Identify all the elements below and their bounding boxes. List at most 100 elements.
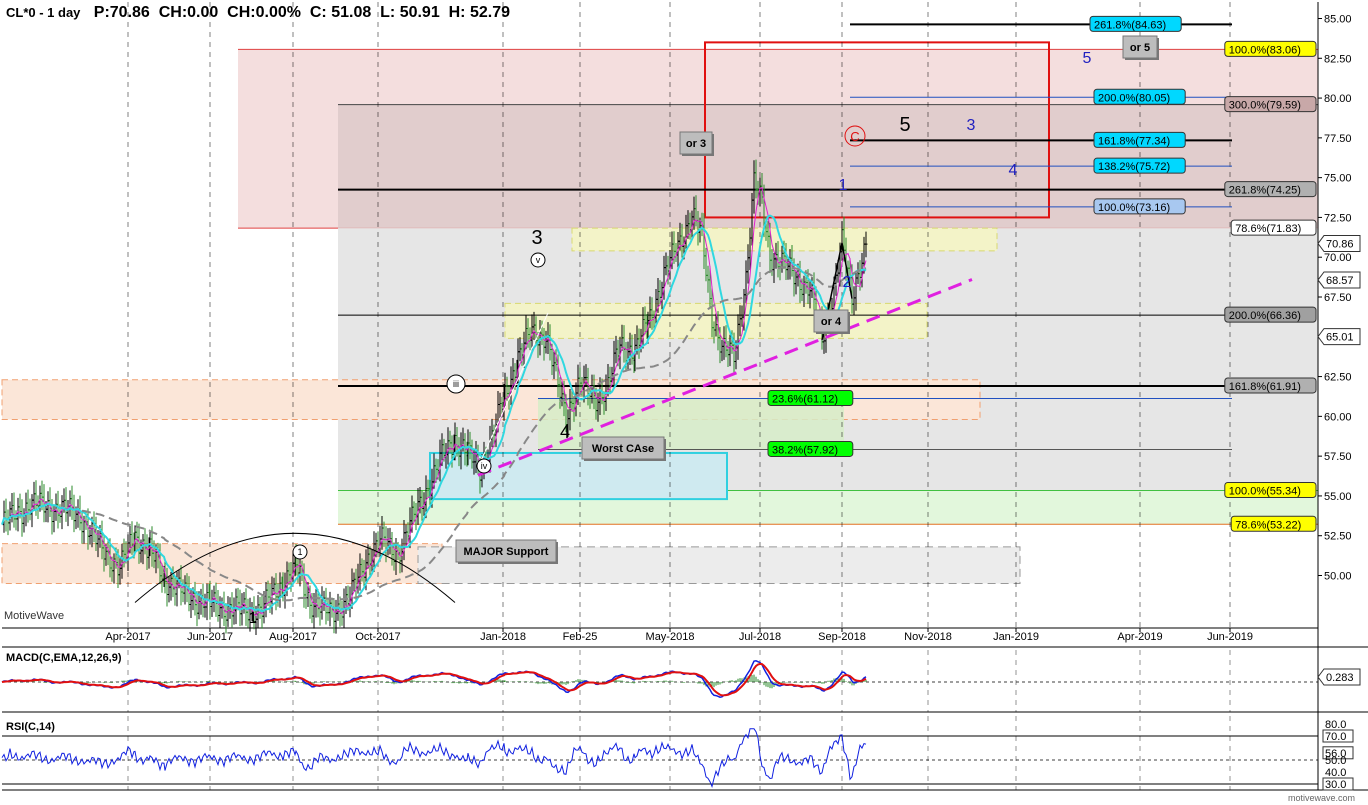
y-tick-label: 57.50 bbox=[1324, 451, 1352, 463]
rsi-tick-label: 50.0 bbox=[1325, 755, 1346, 767]
price-bar bbox=[216, 590, 220, 622]
rsi-tick-bg bbox=[1322, 777, 1354, 791]
y-tick-label: 82.50 bbox=[1324, 53, 1352, 65]
price-bar bbox=[56, 490, 60, 529]
rsi-tick-label: 40.0 bbox=[1325, 767, 1346, 779]
price-bar bbox=[264, 582, 268, 618]
price-marker-bg bbox=[1317, 235, 1361, 253]
price-marker-label: 68.57 bbox=[1326, 275, 1354, 287]
fib-level-label-bg bbox=[1224, 377, 1317, 394]
trendline-magenta bbox=[477, 278, 973, 477]
ma-slow-line bbox=[81, 266, 867, 602]
low-readout: L: 50.91 bbox=[380, 4, 440, 21]
wave-label: 4 bbox=[1009, 162, 1018, 179]
x-tick-label: Jun-2019 bbox=[1207, 631, 1253, 643]
fib-level-label-bg bbox=[767, 440, 854, 457]
wave-label: 5 bbox=[899, 114, 910, 136]
price-bar bbox=[46, 491, 50, 523]
fib-level-label-bg bbox=[1224, 306, 1317, 323]
price-bar bbox=[52, 504, 56, 533]
fib-level-label: 100.0%(83.06) bbox=[1229, 44, 1301, 56]
worst-case-box bbox=[429, 451, 728, 501]
price-bar bbox=[203, 593, 207, 618]
fib-level-label-bg bbox=[1224, 40, 1317, 57]
fib-level-label: 38.2%(57.92) bbox=[772, 444, 838, 456]
price-bar bbox=[66, 500, 70, 527]
y-tick-label: 77.50 bbox=[1324, 133, 1352, 145]
y-tick-label: 72.50 bbox=[1324, 212, 1352, 224]
fib-level-label: 100.0%(73.16) bbox=[1098, 202, 1170, 214]
change-readout: CH:0.00 bbox=[158, 4, 219, 21]
fib-level-label-bg bbox=[1230, 219, 1317, 236]
wave-label: 5 bbox=[1083, 50, 1092, 67]
fib-level-label: 300.0%(79.59) bbox=[1229, 100, 1301, 112]
wave-label: 3 bbox=[531, 227, 542, 249]
fib-level-label: 138.2%(75.72) bbox=[1098, 161, 1170, 173]
x-tick-label: Apr-2017 bbox=[105, 631, 150, 643]
y-tick-label: 62.50 bbox=[1324, 372, 1352, 384]
price-bar bbox=[201, 583, 205, 618]
watermark-left: MotiveWave bbox=[4, 610, 64, 622]
price-marker-bg bbox=[1317, 328, 1361, 346]
macd-value-label: 0.283 bbox=[1326, 672, 1354, 684]
fib-level-label-bg bbox=[1224, 482, 1317, 499]
price-bar bbox=[4, 498, 8, 532]
price-bar bbox=[258, 596, 262, 619]
price-bar bbox=[304, 581, 308, 609]
y-tick-label: 80.00 bbox=[1324, 93, 1352, 105]
wave-label: 2 bbox=[843, 274, 852, 291]
wave-label: 1 bbox=[249, 610, 258, 627]
fib-level-label-bg bbox=[1093, 131, 1186, 148]
wave-line-white bbox=[477, 312, 549, 468]
x-tick-label: Aug-2017 bbox=[269, 631, 317, 643]
price-bar bbox=[382, 521, 386, 547]
x-tick-label: Sep-2018 bbox=[818, 631, 866, 643]
x-tick-label: Jan-2018 bbox=[480, 631, 526, 643]
price-bar bbox=[230, 592, 234, 628]
price-bar bbox=[334, 599, 338, 634]
fib-level-label: 161.8%(61.91) bbox=[1229, 381, 1301, 393]
annotation-label: or 3 bbox=[686, 138, 706, 150]
price-bar bbox=[195, 591, 199, 627]
rsi-tick-bg bbox=[1322, 746, 1354, 760]
annotation-box bbox=[581, 436, 665, 460]
fib-level-label: 200.0%(66.36) bbox=[1229, 310, 1301, 322]
wave-circle bbox=[530, 252, 546, 268]
price-bar bbox=[218, 596, 222, 629]
price-bar bbox=[2, 500, 6, 533]
x-tick-label: May-2018 bbox=[646, 631, 695, 643]
price-bar bbox=[344, 586, 348, 614]
wave-label: 1 bbox=[839, 177, 848, 194]
price-bar bbox=[64, 487, 68, 522]
x-tick-label: Oct-2017 bbox=[355, 631, 400, 643]
annotation-label: MAJOR Support bbox=[464, 546, 549, 558]
wave-circle bbox=[446, 374, 466, 394]
price-bar bbox=[22, 508, 26, 533]
macd-signal-line bbox=[1, 662, 867, 697]
rsi-tick-bg bbox=[1322, 729, 1354, 743]
price-bar bbox=[224, 603, 228, 634]
price-bar bbox=[326, 599, 330, 621]
wave-circle-label: iii bbox=[453, 379, 459, 389]
x-tick-label: Jul-2018 bbox=[739, 631, 781, 643]
rsi-tick-label: 70.0 bbox=[1325, 731, 1346, 743]
price-bar bbox=[210, 589, 214, 617]
x-tick-label: Nov-2018 bbox=[904, 631, 952, 643]
annotation-label: or 4 bbox=[821, 316, 842, 328]
fib-level-label-bg bbox=[1230, 515, 1317, 532]
fib-level-label: 161.8%(77.34) bbox=[1098, 135, 1170, 147]
price-bar bbox=[20, 499, 24, 537]
annotation-box bbox=[813, 309, 849, 333]
x-tick-label: Jun-2017 bbox=[187, 631, 233, 643]
price-bar bbox=[12, 492, 16, 528]
fib-level-label: 100.0%(55.34) bbox=[1229, 486, 1301, 498]
x-tick-label: Jan-2019 bbox=[993, 631, 1039, 643]
wave-line-black bbox=[821, 242, 853, 341]
price-bar bbox=[68, 490, 72, 517]
y-tick-label: 70.00 bbox=[1324, 252, 1352, 264]
fib-level-label-bg bbox=[767, 390, 854, 407]
y-tick-label: 52.50 bbox=[1324, 531, 1352, 543]
price-bar bbox=[26, 489, 30, 523]
price-marker-label: 65.01 bbox=[1326, 332, 1354, 344]
